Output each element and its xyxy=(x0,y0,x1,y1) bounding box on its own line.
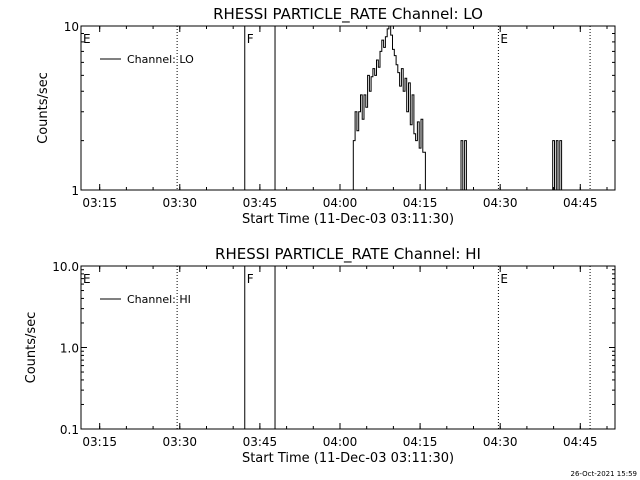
x-tick-label: 04:00 xyxy=(323,196,358,210)
x-tick-label: 04:30 xyxy=(483,435,518,449)
y-axis-label: Counts/sec xyxy=(24,312,39,384)
x-tick-label: 03:45 xyxy=(243,196,278,210)
x-axis-label: Start Time (11-Dec-03 03:11:30) xyxy=(242,212,454,227)
x-tick-label: 03:30 xyxy=(162,435,197,449)
y-tick-label: 10 xyxy=(64,20,79,34)
x-tick-label: 04:00 xyxy=(323,435,358,449)
x-tick-label: 03:45 xyxy=(243,435,278,449)
x-tick-label: 04:45 xyxy=(563,435,598,449)
y-tick-label: 0.1 xyxy=(60,423,79,437)
y-tick-label: 1.0 xyxy=(60,342,79,356)
legend-label: Channel: HI xyxy=(127,293,191,306)
x-tick-label: 03:15 xyxy=(82,435,117,449)
event-marker-label: F xyxy=(247,32,254,46)
x-tick-label: 04:45 xyxy=(563,196,598,210)
plot-frame xyxy=(80,25,616,191)
event-marker-label: E xyxy=(500,32,508,46)
chart-panel-hi: RHESSI PARTICLE_RATE Channel: HI 0.1 1.0 10… xyxy=(24,245,616,466)
footer-timestamp: 26-Oct-2021 15:59 xyxy=(571,470,637,478)
series-line xyxy=(550,140,563,191)
series-line xyxy=(349,25,426,191)
series-line xyxy=(459,140,467,191)
x-tick-label: 03:15 xyxy=(82,196,117,210)
chart-panel-lo: RHESSI PARTICLE_RATE Channel: LO 1 10 Count… xyxy=(36,5,616,227)
event-marker-label: E xyxy=(500,272,508,286)
event-marker-label: E xyxy=(83,32,91,46)
y-tick-label: 1 xyxy=(71,184,79,198)
x-tick-label: 04:15 xyxy=(403,435,438,449)
y-tick-label: 10.0 xyxy=(52,260,79,274)
x-tick-label: 04:30 xyxy=(483,196,518,210)
x-tick-label: 03:30 xyxy=(162,196,197,210)
event-marker-label: F xyxy=(247,272,254,286)
legend-label: Channel: LO xyxy=(127,53,194,66)
y-axis-label: Counts/sec xyxy=(36,72,51,144)
event-marker-label: E xyxy=(83,272,91,286)
chart-title: RHESSI PARTICLE_RATE Channel: HI xyxy=(215,245,481,264)
plot-frame xyxy=(80,265,616,430)
chart-title: RHESSI PARTICLE_RATE Channel: LO xyxy=(213,5,483,24)
x-axis-label: Start Time (11-Dec-03 03:11:30) xyxy=(242,451,454,466)
x-tick-label: 04:15 xyxy=(403,196,438,210)
